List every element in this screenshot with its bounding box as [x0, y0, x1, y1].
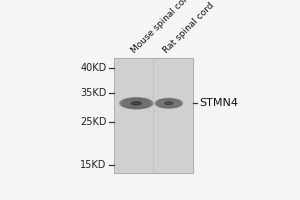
Ellipse shape — [157, 99, 181, 107]
Text: 40KD: 40KD — [80, 63, 107, 73]
Ellipse shape — [123, 99, 150, 108]
Ellipse shape — [156, 99, 182, 108]
Ellipse shape — [157, 99, 181, 108]
Ellipse shape — [158, 100, 180, 107]
Ellipse shape — [120, 98, 152, 109]
Ellipse shape — [122, 99, 150, 108]
Text: STMN4: STMN4 — [199, 98, 238, 108]
Ellipse shape — [124, 99, 149, 107]
Text: Mouse spinal cord: Mouse spinal cord — [129, 0, 194, 55]
Text: 35KD: 35KD — [80, 88, 107, 98]
Ellipse shape — [155, 98, 183, 108]
Ellipse shape — [121, 98, 152, 109]
Ellipse shape — [119, 98, 153, 109]
Ellipse shape — [160, 100, 178, 106]
Ellipse shape — [165, 102, 173, 105]
Ellipse shape — [155, 99, 182, 108]
Ellipse shape — [122, 98, 151, 108]
Ellipse shape — [131, 102, 141, 105]
Ellipse shape — [125, 100, 148, 107]
Text: 25KD: 25KD — [80, 117, 107, 127]
Ellipse shape — [159, 100, 179, 107]
Ellipse shape — [158, 100, 179, 107]
Bar — [114, 58, 193, 173]
Text: Rat spinal cord: Rat spinal cord — [162, 1, 216, 55]
Text: 15KD: 15KD — [80, 160, 107, 170]
Ellipse shape — [124, 100, 148, 107]
